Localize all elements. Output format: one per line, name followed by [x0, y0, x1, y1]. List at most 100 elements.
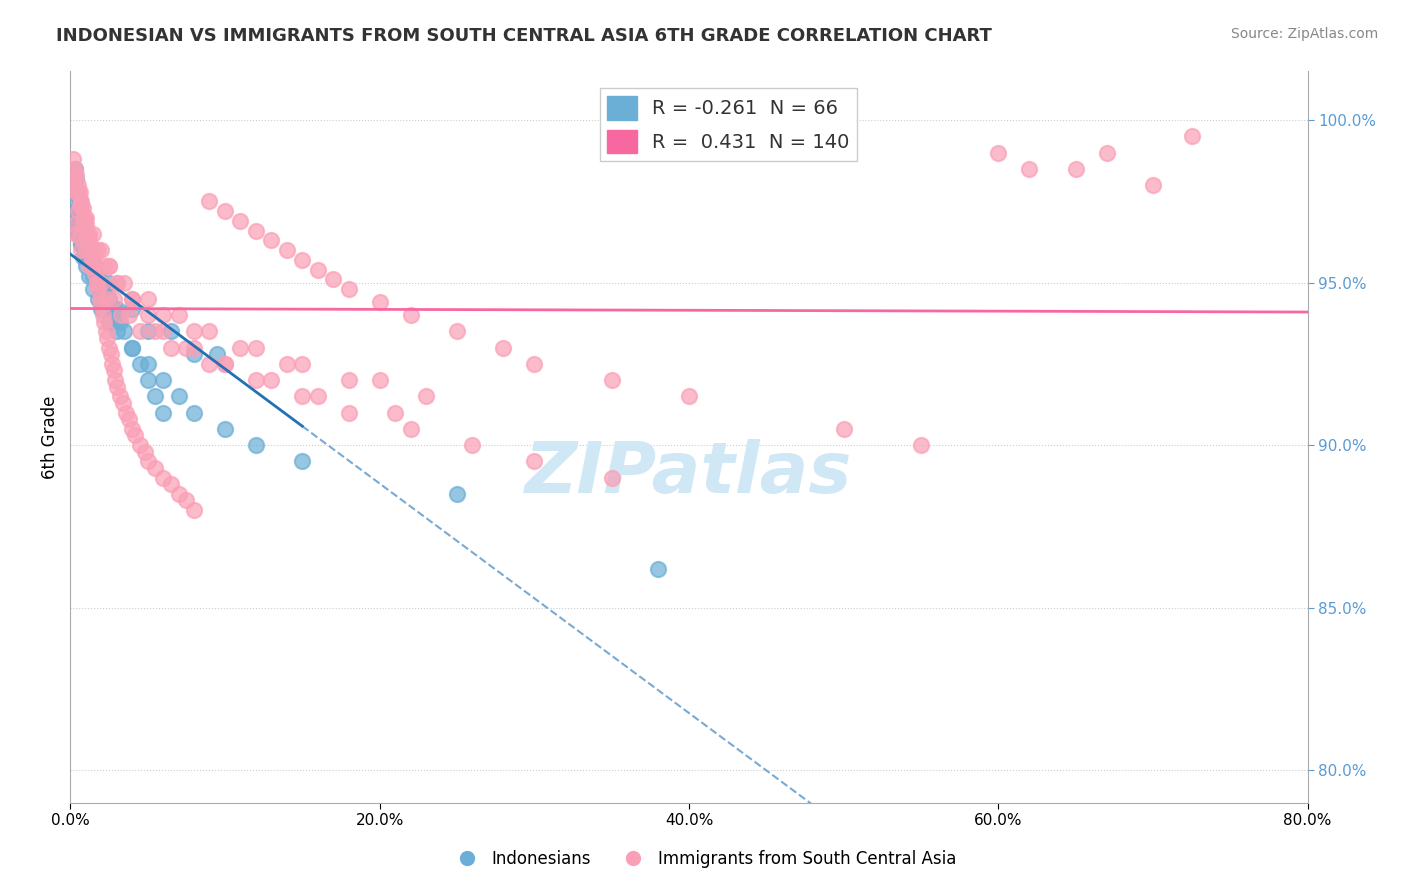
Point	[63, 161, 86, 176]
Point	[114, 325, 135, 339]
Point	[136, 373, 159, 387]
Point	[384, 406, 406, 420]
Point	[98, 341, 120, 355]
Point	[100, 347, 122, 361]
Point	[69, 230, 91, 244]
Point	[167, 487, 190, 501]
Point	[90, 276, 112, 290]
Point	[832, 422, 855, 436]
Point	[63, 171, 86, 186]
Point	[415, 389, 437, 403]
Point	[214, 204, 236, 219]
Point	[121, 292, 143, 306]
Point	[67, 227, 90, 241]
Point	[291, 389, 314, 403]
Point	[176, 493, 198, 508]
Point	[291, 252, 314, 267]
Point	[152, 406, 174, 420]
Text: ZIPatlas: ZIPatlas	[526, 439, 852, 508]
Point	[79, 243, 101, 257]
Point	[108, 315, 131, 329]
Point	[214, 357, 236, 371]
Point	[678, 389, 700, 403]
Point	[291, 454, 314, 468]
Point	[307, 389, 329, 403]
Point	[110, 308, 132, 322]
Point	[198, 357, 221, 371]
Point	[214, 422, 236, 436]
Point	[183, 325, 205, 339]
Point	[80, 250, 103, 264]
Point	[63, 161, 86, 176]
Point	[115, 406, 138, 420]
Point	[198, 194, 221, 209]
Point	[80, 260, 103, 274]
Point	[84, 243, 107, 257]
Point	[86, 276, 108, 290]
Legend: R = -0.261  N = 66, R =  0.431  N = 140: R = -0.261 N = 66, R = 0.431 N = 140	[600, 88, 858, 161]
Point	[337, 373, 360, 387]
Point	[910, 438, 932, 452]
Point	[183, 341, 205, 355]
Point	[75, 227, 97, 241]
Point	[145, 461, 167, 475]
Point	[82, 282, 105, 296]
Point	[89, 292, 111, 306]
Point	[136, 454, 159, 468]
Point	[121, 341, 143, 355]
Point	[77, 243, 100, 257]
Point	[337, 406, 360, 420]
Point	[70, 243, 93, 257]
Point	[77, 234, 100, 248]
Point	[1018, 161, 1040, 176]
Point	[129, 438, 152, 452]
Point	[121, 341, 143, 355]
Point	[245, 341, 267, 355]
Point	[103, 292, 125, 306]
Point	[72, 217, 94, 231]
Point	[129, 357, 152, 371]
Point	[84, 266, 107, 280]
Point	[136, 325, 159, 339]
Point	[96, 331, 118, 345]
Point	[368, 295, 391, 310]
Point	[207, 347, 229, 361]
Point	[70, 204, 93, 219]
Point	[337, 282, 360, 296]
Point	[67, 204, 90, 219]
Point	[98, 260, 120, 274]
Point	[136, 308, 159, 322]
Point	[183, 347, 205, 361]
Point	[152, 471, 174, 485]
Point	[245, 373, 267, 387]
Point	[103, 363, 125, 377]
Point	[105, 276, 128, 290]
Point	[90, 301, 112, 316]
Point	[67, 178, 90, 193]
Point	[72, 201, 94, 215]
Point	[90, 282, 112, 296]
Point	[105, 380, 128, 394]
Point	[111, 396, 134, 410]
Point	[214, 357, 236, 371]
Point	[103, 301, 125, 316]
Point	[90, 298, 112, 312]
Point	[152, 325, 174, 339]
Point	[229, 341, 252, 355]
Point	[118, 412, 141, 426]
Point	[105, 308, 128, 322]
Point	[461, 438, 484, 452]
Point	[63, 194, 86, 209]
Point	[65, 185, 87, 199]
Point	[987, 145, 1010, 160]
Point	[121, 292, 143, 306]
Point	[82, 260, 105, 274]
Point	[76, 227, 98, 241]
Point	[65, 204, 87, 219]
Legend: Indonesians, Immigrants from South Central Asia: Indonesians, Immigrants from South Centr…	[443, 844, 963, 875]
Point	[62, 152, 84, 166]
Point	[75, 250, 97, 264]
Y-axis label: 6th Grade: 6th Grade	[41, 395, 59, 479]
Point	[523, 454, 546, 468]
Point	[523, 357, 546, 371]
